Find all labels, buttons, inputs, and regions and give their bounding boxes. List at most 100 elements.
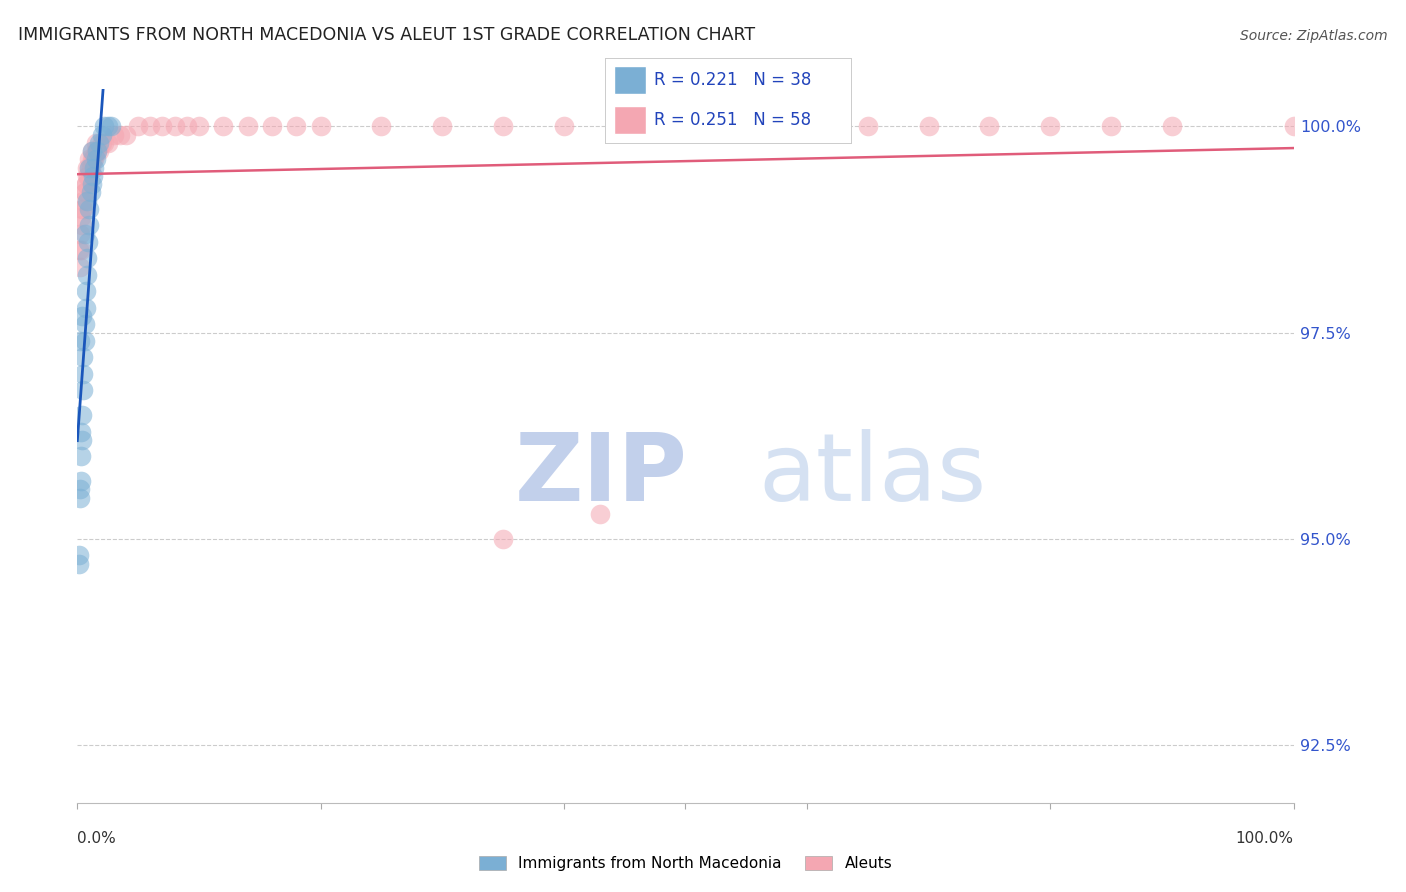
Point [67, 549, 90, 563]
Point [72, 351, 94, 365]
Point [76, 268, 98, 282]
Point [1282, 120, 1305, 134]
Point [69, 491, 91, 505]
Point [70, 474, 93, 488]
Point [75, 301, 97, 315]
Point [553, 120, 575, 134]
Point [73, 334, 96, 348]
Point [89, 144, 111, 158]
Point [69, 227, 91, 241]
Point [80, 161, 103, 175]
Point [70, 450, 93, 464]
Point [77, 169, 100, 183]
Point [80, 186, 103, 200]
Point [260, 120, 283, 134]
Point [76, 194, 98, 208]
Point [152, 120, 174, 134]
Point [73, 186, 96, 200]
Point [72, 367, 94, 381]
Point [79, 161, 101, 175]
Point [97, 136, 120, 150]
Point [67, 557, 90, 571]
Point [80, 144, 103, 158]
Point [76, 252, 98, 266]
Point [80, 144, 103, 158]
Point [67, 243, 90, 257]
Point [176, 120, 198, 134]
Point [188, 120, 211, 134]
Point [73, 186, 96, 200]
Point [80, 177, 103, 191]
Point [70, 243, 93, 257]
Point [82, 169, 104, 183]
Point [86, 144, 108, 158]
Bar [614, 106, 647, 134]
Text: IMMIGRANTS FROM NORTH MACEDONIA VS ALEUT 1ST GRADE CORRELATION CHART: IMMIGRANTS FROM NORTH MACEDONIA VS ALEUT… [18, 26, 755, 44]
Point [75, 177, 97, 191]
Point [79, 161, 101, 175]
Point [80, 153, 103, 167]
Point [492, 532, 515, 546]
Point [73, 227, 96, 241]
Point [70, 433, 93, 447]
Point [89, 136, 111, 150]
Point [72, 202, 94, 216]
Text: R = 0.221   N = 38: R = 0.221 N = 38 [654, 71, 811, 89]
Point [77, 235, 100, 249]
Point [492, 120, 515, 134]
Point [83, 153, 105, 167]
Bar [614, 67, 647, 95]
Point [856, 120, 879, 134]
Text: ZIP: ZIP [515, 428, 688, 521]
Point [79, 202, 101, 216]
Point [100, 120, 122, 134]
Point [127, 120, 149, 134]
Point [163, 120, 186, 134]
Point [285, 120, 308, 134]
Point [979, 120, 1001, 134]
Point [236, 120, 259, 134]
Point [139, 120, 162, 134]
Point [1099, 120, 1122, 134]
Text: 100.0%: 100.0% [1236, 831, 1294, 846]
Point [76, 161, 98, 175]
Point [1039, 120, 1062, 134]
Point [79, 153, 101, 167]
Point [72, 194, 94, 208]
Point [84, 136, 107, 150]
Legend: Immigrants from North Macedonia, Aleuts: Immigrants from North Macedonia, Aleuts [472, 850, 898, 877]
Point [72, 384, 94, 398]
Point [75, 177, 97, 191]
Point [79, 219, 101, 233]
Text: 0.0%: 0.0% [77, 831, 117, 846]
Point [589, 507, 612, 521]
Point [70, 202, 93, 216]
Text: R = 0.251   N = 58: R = 0.251 N = 58 [654, 111, 811, 128]
Point [103, 128, 125, 142]
Point [69, 260, 91, 274]
Point [432, 120, 454, 134]
Point [76, 169, 98, 183]
Point [212, 120, 235, 134]
Point [93, 136, 115, 150]
Point [83, 161, 105, 175]
Point [115, 128, 138, 142]
Point [69, 334, 91, 348]
Point [370, 120, 392, 134]
Point [90, 136, 112, 150]
Point [84, 153, 107, 167]
Text: atlas: atlas [758, 428, 987, 521]
Point [75, 285, 97, 299]
Point [1161, 120, 1184, 134]
Point [108, 128, 131, 142]
Point [69, 483, 91, 497]
Point [309, 120, 332, 134]
Point [70, 408, 93, 422]
Point [86, 144, 108, 158]
Point [918, 120, 941, 134]
Point [97, 120, 120, 134]
Point [70, 210, 93, 224]
Point [70, 309, 93, 323]
Point [796, 120, 818, 134]
Point [93, 120, 115, 134]
